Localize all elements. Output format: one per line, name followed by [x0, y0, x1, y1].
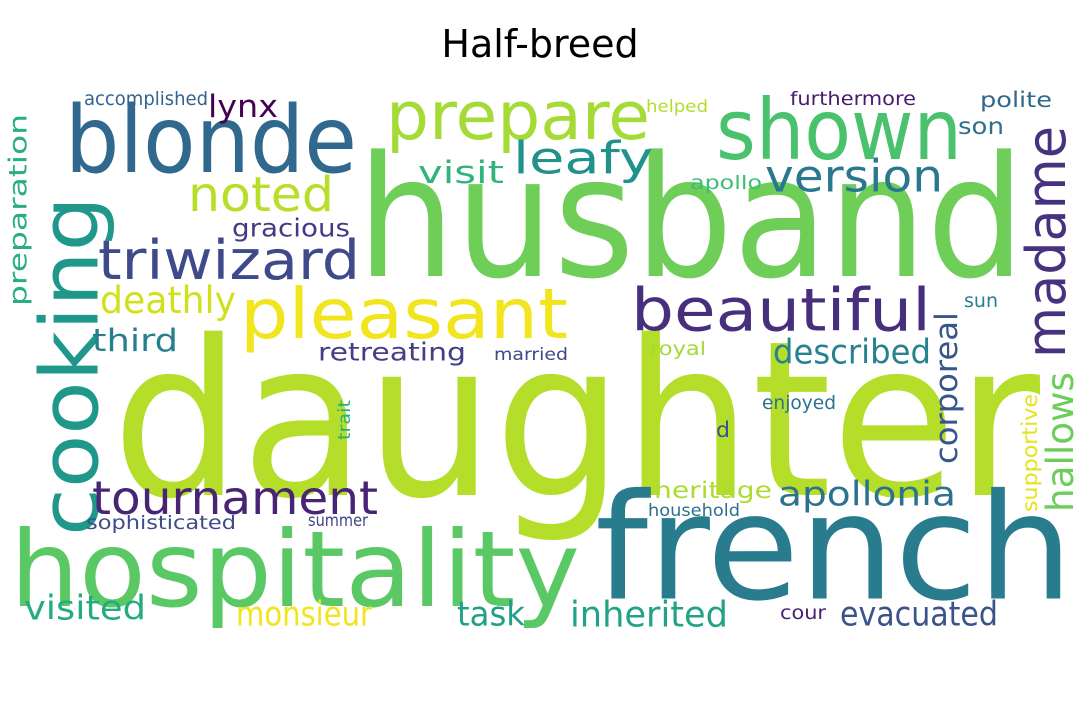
- page-title: Half-breed: [441, 22, 639, 66]
- word-d: d: [716, 418, 730, 442]
- word-blonde: blonde: [65, 86, 357, 194]
- word-described: described: [773, 333, 931, 372]
- word-version: version: [765, 152, 943, 203]
- word-supportive: supportive: [1018, 394, 1042, 512]
- word-household: household: [648, 500, 740, 520]
- word-preparation: preparation: [4, 114, 33, 306]
- word-sun: sun: [964, 290, 998, 312]
- word-pleasant: pleasant: [240, 275, 568, 355]
- word-leafy: leafy: [513, 134, 653, 185]
- word-polite: polite: [980, 88, 1052, 112]
- word-retreating: retreating: [318, 338, 466, 367]
- word-heritage: heritage: [654, 478, 772, 504]
- word-apollo: apollo: [690, 172, 762, 194]
- word-son: son: [958, 114, 1004, 140]
- word-french: french: [595, 463, 1073, 634]
- word-sophisticated: sophisticated: [86, 512, 236, 534]
- word-triwizard: triwizard: [98, 228, 360, 292]
- word-enjoyed: enjoyed: [762, 392, 836, 414]
- word-married: married: [494, 344, 568, 364]
- word-hospitality: hospitality: [10, 509, 580, 631]
- word-visited: visited: [24, 589, 146, 628]
- word-corporeal: corporeal: [929, 312, 965, 464]
- word-furthermore: furthermore: [790, 88, 916, 110]
- word-royal: royal: [650, 338, 706, 360]
- word-beautiful: beautiful: [631, 276, 931, 345]
- word-helped: helped: [646, 96, 708, 116]
- word-lynx: lynx: [208, 89, 278, 125]
- word-summer: summer: [308, 510, 368, 530]
- word-deathly: deathly: [100, 278, 236, 322]
- word-evacuated: evacuated: [840, 595, 998, 634]
- word-tournament: tournament: [92, 471, 378, 525]
- word-cooking: cooking: [24, 196, 117, 536]
- word-inherited: inherited: [570, 595, 728, 636]
- word-apollonia: apollonia: [778, 475, 956, 514]
- word-noted: noted: [188, 167, 334, 223]
- word-cour: cour: [780, 602, 826, 624]
- word-husband: husband: [357, 120, 1025, 316]
- word-visit: visit: [418, 155, 504, 191]
- word-accomplished: accomplished: [84, 88, 208, 110]
- word-shown: shown: [716, 81, 962, 179]
- word-third: third: [92, 323, 178, 359]
- word-task: task: [457, 595, 526, 634]
- word-trait: trait: [334, 400, 354, 440]
- word-prepare: prepare: [386, 77, 650, 155]
- word-monsieur: monsieur: [236, 595, 372, 634]
- word-daughter: daughter: [112, 295, 1040, 547]
- word-madame: madame: [1014, 126, 1078, 358]
- word-gracious: gracious: [232, 214, 350, 243]
- word-hallows: hallows: [1038, 372, 1080, 512]
